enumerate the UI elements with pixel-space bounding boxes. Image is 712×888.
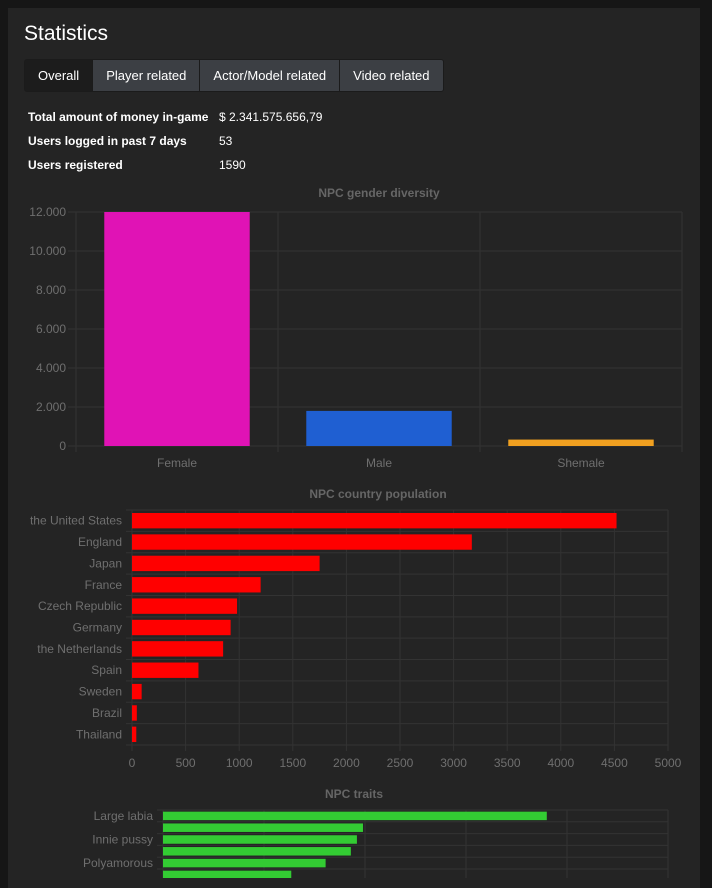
bar xyxy=(132,577,261,593)
x-tick-label: Female xyxy=(157,456,197,470)
bar xyxy=(132,534,472,550)
y-tick-label: Innie pussy xyxy=(92,833,153,847)
bar xyxy=(306,410,452,446)
y-tick-label: France xyxy=(85,578,123,592)
x-tick-label: 1500 xyxy=(279,756,306,770)
bar xyxy=(132,619,231,636)
page-title: Statistics xyxy=(24,22,109,45)
x-tick-label: 1000 xyxy=(226,756,253,770)
y-tick-label: Large labia xyxy=(94,809,154,823)
stat-row: Total amount of money in-game $ 2.341.57… xyxy=(28,110,322,134)
y-tick-label: 4.000 xyxy=(36,361,66,375)
y-tick-label: Czech Republic xyxy=(38,599,122,613)
stats-table: Total amount of money in-game $ 2.341.57… xyxy=(28,110,322,182)
tab-player-related[interactable]: Player related xyxy=(92,59,201,92)
bar xyxy=(163,823,363,832)
y-tick-label: Brazil xyxy=(92,706,122,720)
bar xyxy=(132,598,238,614)
y-tick-label: Germany xyxy=(73,621,122,635)
bar xyxy=(132,683,142,700)
statistics-panel xyxy=(8,8,700,888)
y-tick-label: 12.000 xyxy=(29,205,66,219)
stat-value: $ 2.341.575.656,79 xyxy=(219,110,323,124)
x-tick-label: 2500 xyxy=(387,756,414,770)
y-tick-label: Japan xyxy=(89,556,122,570)
bar xyxy=(132,512,617,529)
tab-overall[interactable]: Overall xyxy=(24,59,94,92)
stat-value: 53 xyxy=(219,134,233,148)
stat-value: 1590 xyxy=(219,158,246,172)
y-tick-label: Spain xyxy=(91,663,122,677)
y-tick-label: England xyxy=(78,535,122,549)
x-tick-label: 0 xyxy=(129,756,136,770)
x-tick-label: 5000 xyxy=(655,756,682,770)
y-tick-label: Thailand xyxy=(76,727,122,741)
tab-video-related[interactable]: Video related xyxy=(339,59,444,92)
x-tick-label: 500 xyxy=(176,756,196,770)
stat-label: Total amount of money in-game xyxy=(28,110,209,124)
bar xyxy=(104,212,250,446)
bar xyxy=(508,439,654,446)
y-tick-label: the United States xyxy=(30,514,122,528)
y-tick-label: 2.000 xyxy=(36,400,66,414)
x-tick-label: 4000 xyxy=(547,756,574,770)
y-tick-label: 8.000 xyxy=(36,283,66,297)
bar xyxy=(163,811,547,821)
x-tick-label: 4500 xyxy=(601,756,628,770)
stat-row: Users logged in past 7 days 53 xyxy=(28,134,322,158)
bar xyxy=(132,705,137,721)
x-tick-label: Male xyxy=(366,456,392,470)
y-tick-label: 10.000 xyxy=(29,244,66,258)
y-tick-label: 6.000 xyxy=(36,322,66,336)
y-tick-label: the Netherlands xyxy=(37,642,122,656)
y-tick-label: 0 xyxy=(59,439,66,453)
x-tick-label: 3000 xyxy=(440,756,467,770)
chart-title: NPC traits xyxy=(325,787,383,801)
chart-title: NPC country population xyxy=(309,487,446,501)
y-tick-label: Polyamorous xyxy=(83,856,153,870)
bar xyxy=(163,835,357,844)
tab-bar: Overall Player related Actor/Model relat… xyxy=(24,59,444,92)
x-tick-label: Shemale xyxy=(557,456,605,470)
bar xyxy=(163,858,326,868)
x-tick-label: 3500 xyxy=(494,756,521,770)
stat-label: Users registered xyxy=(28,158,123,172)
chart-title: NPC gender diversity xyxy=(318,186,440,200)
bar xyxy=(132,662,199,678)
bar xyxy=(132,641,224,657)
x-tick-label: 2000 xyxy=(333,756,360,770)
tab-actor-model-related[interactable]: Actor/Model related xyxy=(199,59,341,92)
y-tick-label: Sweden xyxy=(79,685,122,699)
bar xyxy=(132,726,137,743)
stat-label: Users logged in past 7 days xyxy=(28,134,187,148)
bar xyxy=(163,870,292,878)
stat-row: Users registered 1590 xyxy=(28,158,322,182)
bar xyxy=(163,847,351,856)
bar xyxy=(132,555,320,572)
